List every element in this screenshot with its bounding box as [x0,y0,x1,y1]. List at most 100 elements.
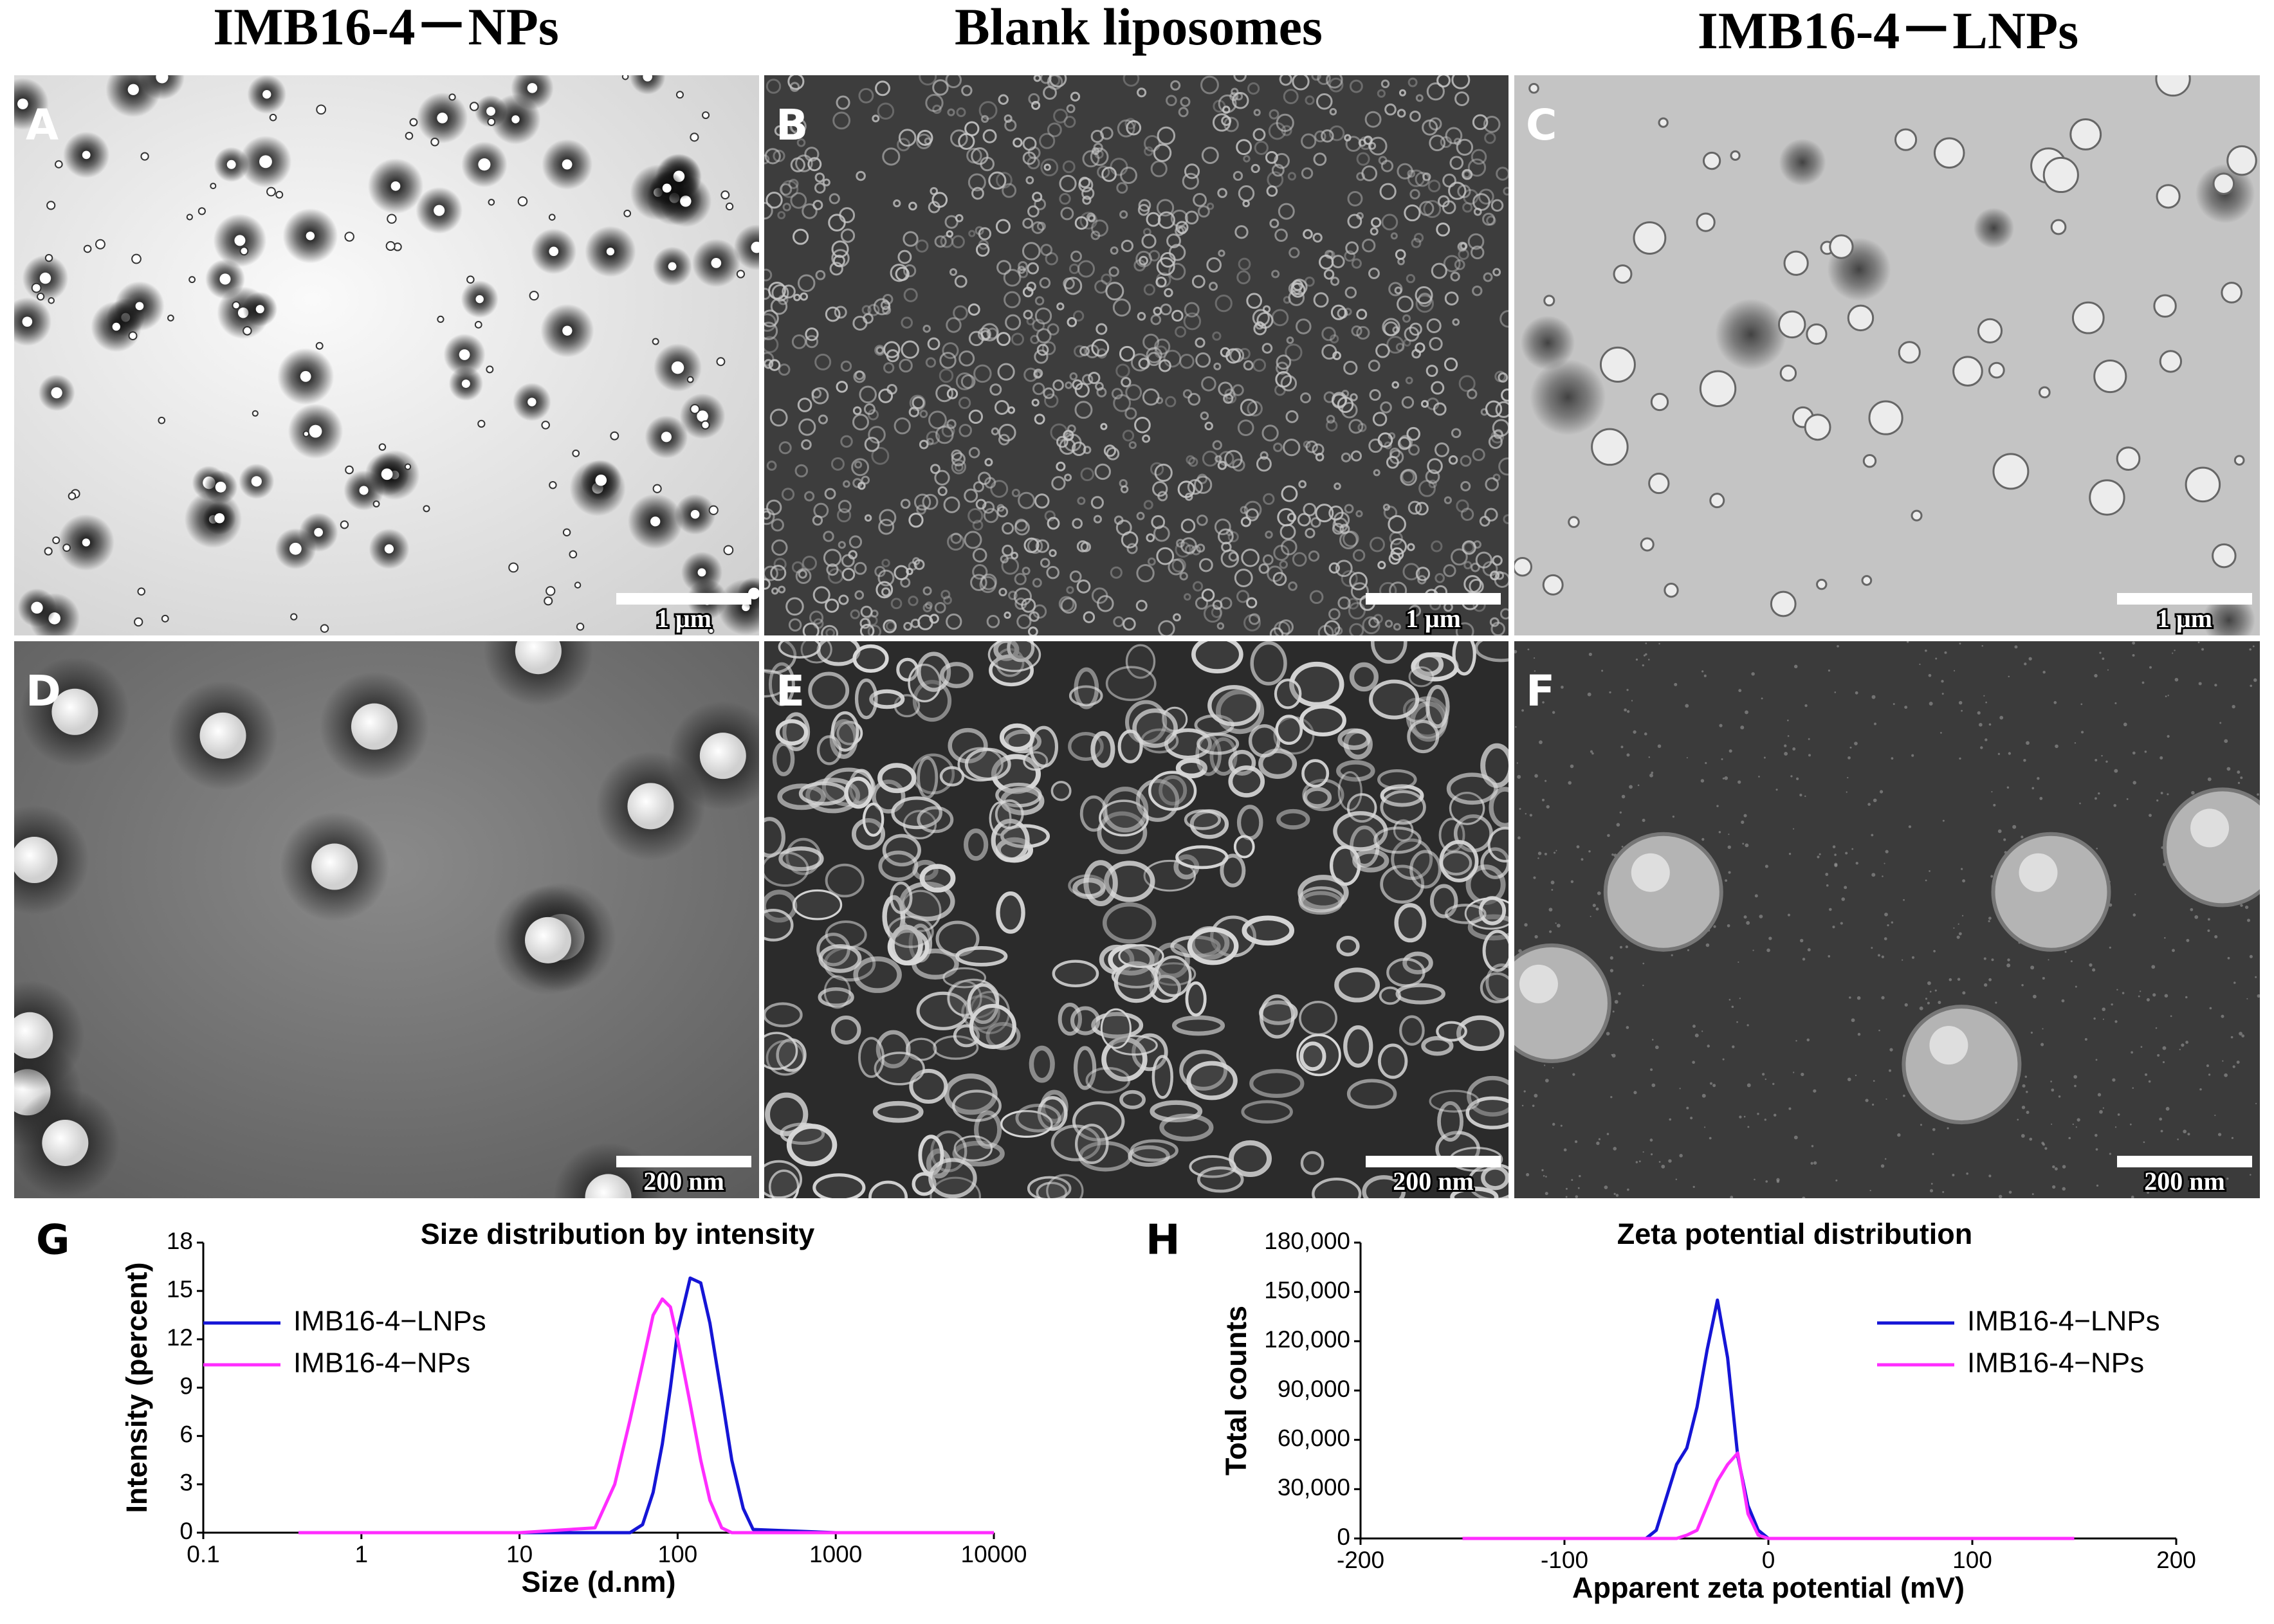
vesicle [958,350,975,367]
vesicle [890,263,908,282]
speck [1647,659,1650,661]
vesicle [1389,450,1404,464]
speck [1626,689,1629,691]
speck [2160,1129,2163,1133]
vesicle [853,370,866,383]
particle [2050,219,2067,235]
vesicle [1380,790,1426,825]
vesicle [989,383,1002,396]
vesicle [1117,119,1135,138]
vesicle [1088,371,1101,385]
speck [2255,1102,2257,1104]
speck [1524,923,1528,927]
vesicle [836,508,852,523]
particle [135,302,144,311]
charts: G Size distribution by intensity036912151… [36,1217,2196,1604]
speck [1879,790,1884,794]
vesicle [1404,204,1421,222]
vesicle [1034,296,1045,306]
vesicle [1407,720,1440,754]
vesicle [1218,381,1233,397]
speck [1613,1147,1617,1151]
vesicle [1237,419,1254,436]
speck [1795,1039,1797,1042]
vesicle [1074,667,1099,709]
particle [2226,145,2257,176]
speck [2101,754,2103,757]
speck [2099,1109,2103,1114]
vesicle [1106,447,1120,461]
speck [1942,819,1945,822]
vesicle [1378,1043,1408,1079]
vesicle [1184,210,1199,225]
vesicle [1429,1090,1480,1113]
scale-bar [616,593,751,605]
speck [2021,1134,2025,1138]
speck [2144,750,2147,753]
vesicle [968,409,984,424]
particle [736,269,746,278]
particle [316,104,326,115]
speck [1545,780,1547,782]
vesicle [788,618,802,632]
speck [1544,852,1547,855]
speck [1626,710,1630,713]
vesicle [1489,787,1508,828]
vesicle [964,747,1011,781]
vesicle [823,975,851,1009]
vesicle [1111,1035,1158,1056]
vesicle [1349,662,1379,692]
vesicle [1349,79,1363,93]
vesicle [775,719,809,746]
speck [1754,894,1758,898]
vesicle [1275,715,1303,745]
particle [199,712,246,759]
vesicle [1408,444,1420,456]
particle [544,596,553,606]
vesicle [908,513,924,528]
speck [2114,702,2117,704]
speck [1849,746,1852,749]
speck [2014,645,2018,649]
vesicle [836,381,848,393]
x-axis-label: Apparent zeta potential (mV) [1572,1571,1965,1604]
vesicle [1070,91,1081,102]
vesicle [1137,311,1146,321]
image-bg [1514,75,2260,635]
speck [2224,1073,2228,1077]
vesicle [879,509,897,527]
vesicle [1272,572,1287,587]
speck [1745,843,1749,848]
particle [251,476,262,487]
speck [2117,1113,2120,1116]
speck [2058,1095,2061,1098]
vesicle [1166,95,1177,107]
speck [1534,774,1538,778]
particle [562,325,573,336]
vesicle [940,589,951,599]
vesicle [1076,579,1091,594]
vesicle [1110,566,1123,579]
particle [515,641,562,675]
vesicle [1240,506,1249,515]
speck [1834,691,1837,693]
vesicle [1157,211,1175,229]
speck [1844,886,1848,890]
vesicle [1401,396,1415,409]
vesicle [1064,277,1083,295]
vesicle [996,891,1025,934]
vesicle [1195,352,1211,368]
speck [1958,923,1959,925]
vesicle [1123,617,1136,631]
vesicle [1426,684,1450,729]
particle [314,527,323,537]
speck [2249,954,2253,958]
speck [2114,1126,2117,1128]
vesicle [1386,336,1404,354]
vesicle [868,1180,908,1198]
vesicle [814,172,825,183]
vesicle [1269,627,1284,635]
vesicle [996,260,1012,275]
speck [2199,1088,2202,1091]
speck [2022,1084,2026,1088]
